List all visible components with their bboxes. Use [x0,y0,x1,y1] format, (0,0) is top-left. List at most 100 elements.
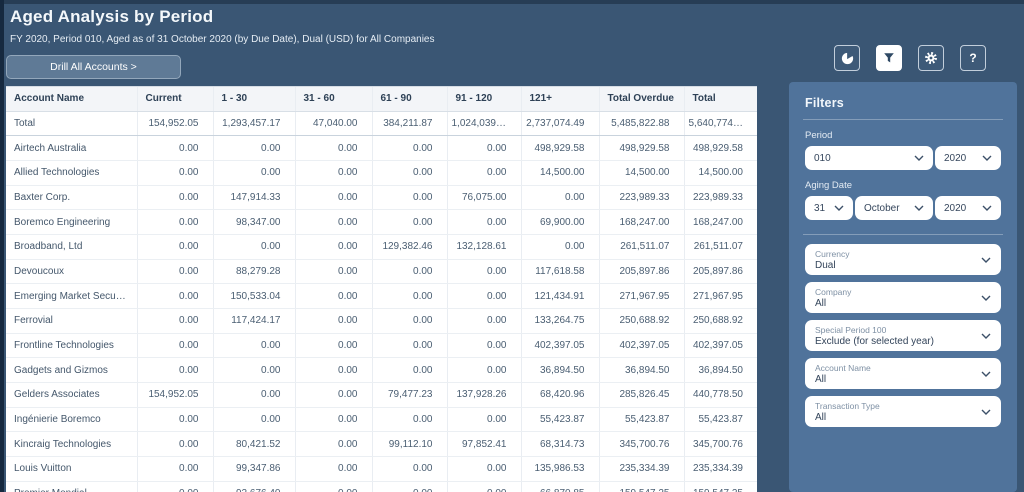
column-header: 61 - 90 [372,87,448,112]
account-name-cell[interactable]: Louis Vuitton [6,456,138,482]
amount-cell: 0.00 [137,185,214,211]
aging-date-row: 31 October 2020 [805,196,1001,220]
account-name-cell[interactable]: Allied Technologies [6,160,138,186]
amount-cell: 345,700.76 [684,431,757,458]
account-name-cell[interactable]: Broadband, Ltd [6,234,138,260]
amount-cell: 0.00 [137,308,214,334]
amount-cell: 345,700.76 [599,431,685,458]
table-row: Broadband, Ltd 0.00 0.00 0.00 129,382.46 132,… [6,234,757,260]
amount-cell: 250,688.92 [599,308,685,334]
table-row: Gadgets and Gizmos 0.00 0.00 0.00 0.00 0.00 36… [6,357,757,384]
filter-select-value: All [815,411,827,423]
period-year-select[interactable]: 2020 [935,146,1001,170]
amount-cell: 0.00 [295,382,373,408]
account-name-cell[interactable]: Ingénierie Boremco [6,407,138,433]
amount-cell: 0.00 [447,333,522,359]
account-name-cell[interactable]: Boremco Engineering [6,209,138,235]
table-body: Total 154,952.05 1,293,457.17 47,040.00 384,… [6,111,757,492]
amount-cell: 0.00 [447,209,522,235]
amount-cell: 205,897.86 [684,259,757,285]
table-row: Total 154,952.05 1,293,457.17 47,040.00 384,… [6,111,757,137]
amount-cell: 498,929.58 [684,135,757,161]
account-name-cell[interactable]: Total [6,111,138,137]
filter-select[interactable]: Transaction Type All [805,396,1001,427]
drill-all-accounts-button[interactable]: Drill All Accounts > [6,55,181,79]
filter-select[interactable]: Special Period 100 Exclude (for selected… [805,320,1001,351]
account-name-cell[interactable]: Baxter Corp. [6,185,138,211]
amount-cell: 159,547.25 [684,481,757,492]
account-name-cell[interactable]: Airtech Australia [6,135,138,161]
settings-button[interactable] [918,45,944,71]
filters-title: Filters [805,96,844,110]
amount-cell: 271,967.95 [599,283,685,309]
select-value: 2020 [944,152,967,164]
amount-cell: 1,024,039.35 [447,111,522,137]
amount-cell: 0.00 [447,259,522,285]
amount-cell: 0.00 [137,456,214,482]
chevron-down-icon [981,409,991,415]
amount-cell: 159,547.25 [599,481,685,492]
account-name-cell[interactable]: Ferrovial [6,308,138,334]
help-button[interactable]: ? [960,45,986,71]
filter-select-value: All [815,373,827,385]
account-name-cell[interactable]: Devoucoux [6,259,138,285]
table-row: Boremco Engineering 0.00 98,347.00 0.00 0.00… [6,209,757,235]
filter-button[interactable] [876,45,902,71]
filter-icon [884,53,894,63]
amount-cell: 133,264.75 [521,308,600,334]
period-select[interactable]: 010 [805,146,933,170]
select-value: 010 [814,152,831,164]
top-edge [0,0,1024,4]
filter-select-text: Company All [815,287,851,309]
amount-cell: 0.00 [372,185,448,211]
amount-cell: 121,434.91 [521,283,600,309]
pie-chart-button[interactable] [834,45,860,71]
amount-cell: 1,293,457.17 [213,111,296,137]
filter-select[interactable]: Currency Dual [805,244,1001,275]
amount-cell: 0.00 [137,160,214,186]
account-name-cell[interactable]: Gelders Associates [6,382,138,408]
amount-cell: 5,640,774.93 [684,111,757,137]
gear-icon [925,52,937,64]
amount-cell: 250,688.92 [684,308,757,334]
aging-year-select[interactable]: 2020 [935,196,1001,220]
amount-cell: 0.00 [447,456,522,482]
amount-cell: 117,424.17 [213,308,296,334]
period-label: Period [805,130,833,141]
filter-select-text: Special Period 100 Exclude (for selected… [815,325,934,347]
amount-cell: 271,967.95 [684,283,757,309]
column-header: Total Overdue [599,87,685,112]
filter-select-text: Currency Dual [815,249,849,271]
filter-select[interactable]: Company All [805,282,1001,313]
filter-select[interactable]: Account Name All [805,358,1001,389]
account-name-cell[interactable]: Emerging Market Securities [6,283,138,309]
amount-cell: 0.00 [213,135,296,161]
amount-cell: 68,314.73 [521,431,600,458]
chevron-down-icon [982,155,992,161]
column-header: 91 - 120 [447,87,522,112]
page-title: Aged Analysis by Period [10,7,214,26]
amount-cell: 0.00 [447,481,522,492]
amount-cell: 0.00 [372,160,448,186]
amount-cell: 0.00 [137,283,214,309]
amount-cell: 0.00 [295,259,373,285]
account-name-cell[interactable]: Gadgets and Gizmos [6,357,138,384]
aging-month-select[interactable]: October [855,196,933,220]
account-name-cell[interactable]: Kincraig Technologies [6,431,138,458]
chevron-down-icon [914,155,924,161]
toolbar: ? [834,45,986,71]
amount-cell: 0.00 [372,407,448,433]
chevron-down-icon [981,371,991,377]
account-name-cell[interactable]: Frontline Technologies [6,333,138,359]
header: Aged Analysis by Period FY 2020, Period … [10,7,435,45]
amount-cell: 137,928.26 [447,382,522,408]
aging-table: Account Name Current 1 - 30 31 - 60 61 -… [6,87,757,492]
amount-cell: 0.00 [372,357,448,384]
aging-day-select[interactable]: 31 [805,196,853,220]
amount-cell: 2,737,074.49 [521,111,600,137]
amount-cell: 76,075.00 [447,185,522,211]
divider [803,119,1003,120]
account-name-cell[interactable]: Premier Mondial [6,481,138,492]
amount-cell: 0.00 [295,283,373,309]
filter-select-label: Currency [815,248,850,259]
